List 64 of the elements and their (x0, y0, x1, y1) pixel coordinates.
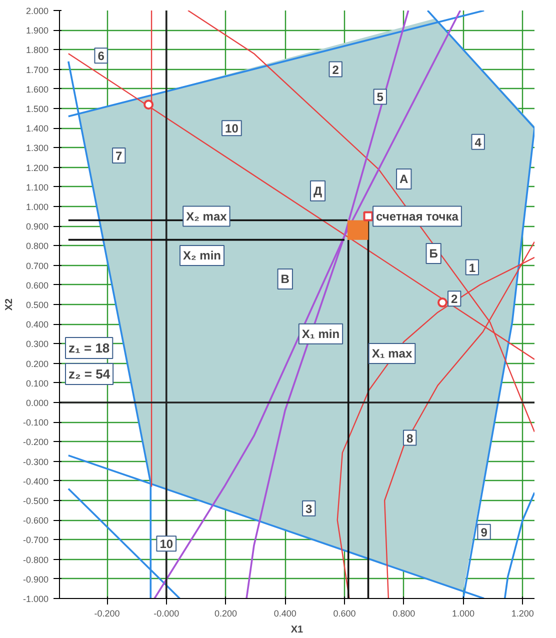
y-tick-label: -0.400 (22, 476, 49, 486)
y-tick-label: 0.300 (26, 339, 49, 350)
y-tick-label: 2.000 (26, 6, 49, 16)
annotation: X₁ min (302, 326, 340, 341)
annotation: Д (314, 184, 323, 198)
annotation: z₂ = 54 (68, 366, 111, 382)
annotation: Б (429, 246, 438, 261)
x-tick-label: 0.200 (214, 608, 238, 618)
y-tick-label: 1.300 (26, 143, 49, 154)
y-tick-label: 1.600 (26, 84, 49, 94)
x-tick-label: 1.200 (511, 608, 534, 618)
y-tick-label: 0.000 (26, 398, 49, 408)
x-tick-label: -0.000 (154, 608, 180, 618)
annotation: 2 (451, 292, 458, 306)
x-tick-label: 0.600 (333, 608, 356, 618)
annotation: X₁ max (372, 346, 412, 360)
annotation: 10 (225, 122, 239, 136)
y-tick-label: -0.300 (22, 456, 49, 467)
annotation: 10 (160, 537, 174, 552)
y-tick-label: -0.600 (22, 516, 49, 526)
annotation: z₁ = 18 (68, 340, 110, 356)
x-axis-title: X1 (290, 624, 304, 636)
y-tick-label: -0.500 (22, 496, 49, 506)
y-tick-label: 1.800 (26, 45, 49, 56)
x-tick-label: -0.200 (94, 608, 120, 618)
y-tick-label: 0.600 (26, 280, 49, 290)
annotation: 3 (306, 502, 313, 516)
annotation: счетная точка (376, 209, 459, 224)
y-tick-label: 1.000 (26, 202, 49, 212)
annotation: X₂ min (183, 248, 222, 262)
y-tick-label: 0.700 (26, 260, 49, 271)
x-tick-label: 0.800 (392, 608, 416, 618)
annotation: 4 (474, 135, 482, 150)
annotation: 5 (376, 90, 384, 104)
y-axis-title: X2 (4, 298, 15, 311)
annotation: 1 (468, 260, 476, 275)
y-tick-label: 0.400 (26, 320, 49, 330)
annotation: 6 (98, 49, 105, 64)
y-tick-label: 0.800 (26, 241, 49, 252)
y-tick-label: 1.400 (26, 124, 49, 134)
y-tick-label: 0.200 (26, 358, 49, 369)
y-tick-label: 1.500 (26, 104, 49, 114)
y-tick-label: -0.800 (22, 554, 49, 565)
y-tick-label: -0.200 (22, 437, 49, 448)
annotation: X₂ max (186, 209, 228, 224)
y-tick-label: 0.100 (26, 378, 49, 388)
y-tick-label: 1.200 (26, 162, 49, 173)
annotation: 8 (406, 431, 414, 446)
y-tick-label: -0.100 (22, 418, 49, 428)
annotation: 2 (332, 62, 340, 77)
x-tick-label: 0.400 (274, 608, 296, 618)
annotation: 7 (116, 149, 123, 164)
annotation: А (400, 172, 409, 186)
y-tick-label: 1.900 (26, 26, 49, 36)
y-tick-label: 1.700 (26, 64, 49, 75)
y-tick-label: -0.900 (22, 574, 49, 584)
y-tick-label: 0.900 (26, 222, 49, 232)
y-tick-label: 1.100 (26, 182, 49, 192)
y-tick-label: -0.700 (22, 535, 49, 546)
y-tick-label: -1.000 (22, 594, 49, 604)
annotation: В (280, 272, 290, 286)
x-tick-label: 1.000 (452, 608, 475, 618)
annotation: 9 (480, 525, 488, 540)
y-tick-label: 0.500 (26, 300, 49, 310)
